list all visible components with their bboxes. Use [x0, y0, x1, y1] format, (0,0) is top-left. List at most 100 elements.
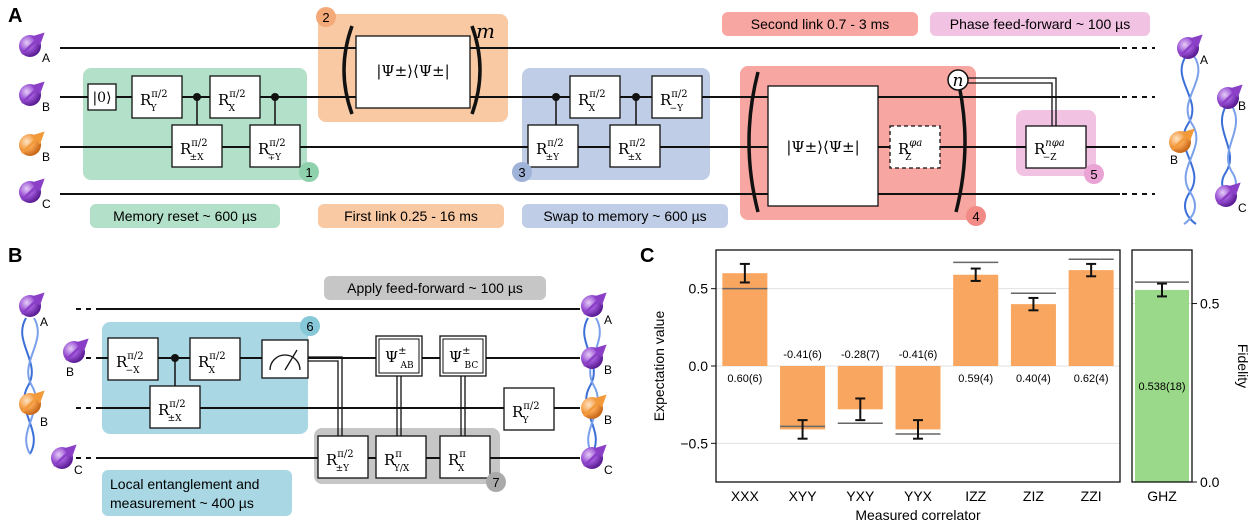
- gate-rmy: Rπ/2 −Y: [651, 75, 703, 119]
- svg-text:Rπ/2±X: Rπ/2 ±X: [180, 138, 208, 163]
- region-tag-7: 7: [486, 472, 506, 492]
- ghz-state-a-icon: A B B C: [1169, 34, 1247, 225]
- caption-second-link: Second link 0.7 - 3 ms: [722, 12, 918, 36]
- qubit-c-left-icon: C: [19, 178, 51, 211]
- svg-text:RπY/X: Rπ Y/X: [384, 449, 410, 474]
- panel-b-wire-dots: [76, 308, 100, 459]
- wire-label-b-memory: B: [42, 150, 50, 164]
- data-label: -0.28(7): [841, 349, 880, 361]
- caption-memory-reset: Memory reset ~ 600 µs: [90, 204, 280, 228]
- repeat-n-badge: n: [947, 69, 1057, 126]
- gate-ry-b: Rπ/2 Y: [503, 387, 555, 431]
- region-tag-4: 4: [966, 206, 986, 226]
- bar-zzi: [1068, 270, 1114, 366]
- wire-label-a: A: [42, 51, 50, 65]
- svg-text:Ψ±AB: Ψ± AB: [385, 346, 414, 371]
- y-tick-label: −0.5: [680, 435, 708, 451]
- b-left-label-a: A: [40, 315, 48, 329]
- svg-text:Rπ/2Y: Rπ/2 Y: [512, 401, 540, 426]
- ghz-label-a: A: [1200, 53, 1208, 67]
- caption-apply-ff: Apply feed-forward ~ 100 µs: [324, 276, 546, 300]
- b-right-label-b-memory: B: [604, 413, 612, 427]
- gate-psi-bc: Ψ± BC: [439, 335, 487, 377]
- data-label: 0.60(6): [727, 373, 762, 385]
- svg-text:5: 5: [1090, 167, 1097, 182]
- qubit-a-left-icon: A: [19, 32, 50, 65]
- bar-xyy: [780, 366, 826, 430]
- bar-ziz: [1010, 304, 1056, 366]
- caption-swap: Swap to memory ~ 600 µs: [522, 204, 728, 228]
- svg-text:7: 7: [492, 475, 499, 490]
- wire-label-c: C: [42, 197, 51, 211]
- control-dot-4: [632, 93, 640, 125]
- gate-rx-swap: Rπ/2 X: [569, 75, 621, 119]
- classical-wire-bc: [460, 376, 466, 436]
- data-label: 0.538(18): [1138, 381, 1185, 393]
- svg-text:n: n: [953, 71, 964, 91]
- correlator-chart: −0.5 0.0 0.5 0.60(6) XXX -0.41(6) XYY -0.28(7) Y…: [680, 249, 1121, 504]
- gate-psi-ab: Ψ± AB: [375, 335, 423, 377]
- control-dot-2: [271, 93, 279, 125]
- svg-text:Ψ±BC: Ψ± BC: [449, 346, 478, 371]
- svg-text:Rπ/2−Y: Rπ/2 −Y: [660, 89, 688, 114]
- y-tick-label: 0.5: [689, 281, 709, 297]
- svg-text:Rπ/2±X: Rπ/2 ±X: [618, 138, 646, 163]
- svg-text:Local entanglement and: Local entanglement and: [110, 476, 259, 492]
- data-label: 0.59(4): [958, 373, 993, 385]
- ghz-state-b-right-icon: A B B C: [581, 292, 613, 477]
- b-left-label-c: C: [74, 463, 83, 477]
- gate-rx-b: Rπ/2 X: [189, 337, 241, 381]
- plot-frame: [715, 249, 1121, 483]
- svg-text:Rπ/2±X: Rπ/2 ±X: [158, 399, 186, 424]
- svg-text:Rπ/2X: Rπ/2 X: [218, 89, 246, 114]
- svg-text:First link 0.25 - 16 ms: First link 0.25 - 16 ms: [344, 208, 478, 224]
- caption-local-entanglement: Local entanglement and measurement ~ 400…: [102, 470, 292, 516]
- x-tick-label: IZZ: [965, 488, 986, 504]
- x-tick-label: XXX: [731, 488, 760, 504]
- panel-a-wire-dots: [1122, 47, 1155, 195]
- gate-rpmx-b: Rπ/2 ±X: [149, 385, 201, 429]
- svg-text:|0⟩: |0⟩: [92, 90, 111, 106]
- region-tag-2: 2: [316, 7, 336, 27]
- svg-text:6: 6: [306, 319, 313, 334]
- gate-rpmx: Rπ/2 ±X: [171, 124, 223, 168]
- gate-rxpi-b: Rπ X: [439, 435, 491, 479]
- svg-text:4: 4: [972, 209, 979, 224]
- b-left-label-b-memory: B: [40, 415, 48, 429]
- control-dot-1: [193, 93, 201, 125]
- bell-measurement-2: |Ψ±⟩⟨Ψ±|: [747, 71, 967, 213]
- gate-rz-dashed: Rφa Z: [889, 125, 941, 169]
- bar-xxx: [722, 273, 768, 366]
- svg-text:measurement ~ 400 µs: measurement ~ 400 µs: [110, 495, 254, 511]
- classical-wire-meas: [308, 356, 343, 436]
- svg-text:|Ψ±⟩⟨Ψ±|: |Ψ±⟩⟨Ψ±|: [786, 138, 859, 156]
- svg-text:Rπ/2∓Y: Rπ/2 ∓Y: [258, 138, 286, 163]
- bar-yyx: [895, 366, 941, 430]
- control-dot-b1: [171, 354, 179, 386]
- ghz-state-b-left-icon: A B B C: [19, 292, 89, 477]
- gate-ryx-b: Rπ Y/X: [375, 435, 427, 479]
- region-tag-3: 3: [512, 162, 532, 182]
- data-label: -0.41(6): [899, 349, 938, 361]
- data-label: 0.62(4): [1074, 373, 1109, 385]
- repeat-m: m: [476, 19, 495, 43]
- data-label: -0.41(6): [783, 349, 822, 361]
- control-dot-3: [552, 93, 560, 125]
- caption-first-link: First link 0.25 - 16 ms: [318, 204, 504, 228]
- panel-a: A A B: [8, 5, 1247, 228]
- region-tag-5: 5: [1084, 164, 1104, 184]
- svg-text:Rπ/2±Y: Rπ/2 ±Y: [326, 449, 354, 474]
- svg-text:Rπ/2X: Rπ/2 X: [578, 89, 606, 114]
- fidelity-chart: 0.0 0.5 0.538(18) GHZ: [1131, 249, 1220, 504]
- gate-rpmy-a: Rπ/2 ±Y: [527, 124, 579, 168]
- gate-rx: Rπ/2 X: [209, 75, 261, 119]
- svg-text:Rπ/2−X: Rπ/2 −X: [116, 351, 144, 376]
- b-right-label-b: B: [604, 363, 612, 377]
- bell-measurement-1: |Ψ±⟩⟨Ψ±| m: [342, 19, 495, 115]
- plot-frame: [1131, 249, 1193, 483]
- svg-text:Rπ/2±Y: Rπ/2 ±Y: [536, 138, 564, 163]
- panel-a-label: A: [8, 5, 22, 27]
- svg-text:3: 3: [518, 165, 525, 180]
- svg-text:Rnφa−Z: Rnφa −Z: [1034, 138, 1065, 163]
